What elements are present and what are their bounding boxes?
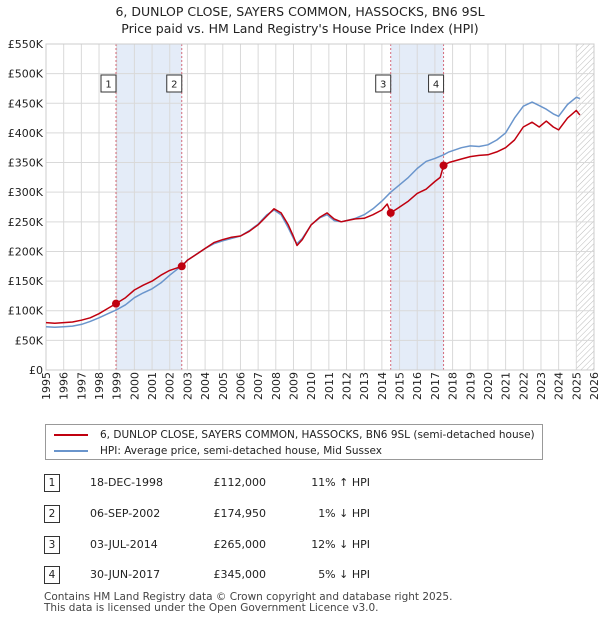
- transaction-date: 06-SEP-2002: [90, 507, 161, 520]
- x-tick-label: 2014: [376, 372, 389, 400]
- transaction-number: 3: [44, 536, 60, 554]
- plot-frame: [45, 43, 595, 371]
- x-tick-label: 2019: [464, 372, 477, 400]
- x-tick-label: 2008: [270, 372, 283, 400]
- y-tick-label: £200K: [8, 245, 44, 258]
- x-tick-label: 2017: [429, 372, 442, 400]
- x-tick-label: 2015: [394, 372, 407, 400]
- x-tick-label: 1999: [111, 372, 124, 400]
- x-tick-label: 2026: [588, 372, 600, 400]
- table-row: 4 30-JUN-2017 £345,000 5% ↓ HPI: [0, 566, 600, 586]
- x-tick-label: 2016: [411, 372, 424, 400]
- sale-label: 3: [380, 80, 386, 91]
- transaction-hpi-diff: 1% ↓ HPI: [318, 507, 370, 520]
- sale-point: [177, 262, 186, 271]
- shaded-range: [116, 44, 182, 370]
- forecast-hatch: [576, 44, 594, 370]
- sale-point: [386, 208, 395, 217]
- x-tick-label: 2000: [128, 372, 141, 400]
- x-tick-label: 2004: [199, 372, 212, 400]
- chart-legend: 6, DUNLOP CLOSE, SAYERS COMMON, HASSOCKS…: [45, 424, 543, 460]
- x-tick-label: 2023: [535, 372, 548, 400]
- transaction-hpi-diff: 12% ↓ HPI: [311, 538, 370, 551]
- price-chart: 1 2 3 4 £0 £50K £100K £150K £200K £250K £300K £350K…: [8, 38, 600, 400]
- y-tick-label: £150K: [8, 275, 44, 288]
- transaction-price: £345,000: [213, 568, 267, 581]
- transaction-hpi-diff: 5% ↓ HPI: [318, 568, 370, 581]
- series-line-property: [45, 109, 581, 324]
- sale-label: 1: [105, 80, 111, 91]
- y-tick-label: £0: [29, 364, 43, 377]
- x-tick-label: 2010: [305, 372, 318, 400]
- legend-label-hpi: HPI: Average price, semi-detached house,…: [100, 445, 382, 457]
- y-tick-label: £450K: [8, 97, 44, 110]
- x-tick-label: 2002: [164, 372, 177, 400]
- x-tick-label: 2021: [500, 372, 513, 400]
- y-tick-label: £350K: [8, 157, 44, 170]
- x-tick-label: 2009: [287, 372, 300, 400]
- y-tick-label: £50K: [15, 334, 44, 347]
- legend-swatch-property: [54, 434, 88, 436]
- transaction-number: 4: [44, 566, 60, 584]
- x-tick-label: 2025: [570, 372, 583, 400]
- x-tick-label: 2013: [358, 372, 371, 400]
- footer-notice: Contains HM Land Registry data © Crown c…: [44, 592, 452, 614]
- transaction-date: 03-JUL-2014: [90, 538, 158, 551]
- table-row: 2 06-SEP-2002 £174,950 1% ↓ HPI: [0, 505, 600, 525]
- x-tick-label: 2012: [341, 372, 354, 400]
- x-tick-label: 2003: [181, 372, 194, 400]
- table-row: 3 03-JUL-2014 £265,000 12% ↓ HPI: [0, 536, 600, 556]
- transaction-hpi-diff: 11% ↑ HPI: [311, 476, 370, 489]
- sale-label-box: [100, 74, 117, 93]
- table-row: 1 18-DEC-1998 £112,000 11% ↑ HPI: [0, 474, 600, 494]
- x-tick-label: 2018: [447, 372, 460, 400]
- sale-label: 4: [433, 80, 439, 91]
- sale-label-box: [166, 74, 183, 93]
- chart-title: 6, DUNLOP CLOSE, SAYERS COMMON, HASSOCKS…: [0, 3, 600, 37]
- y-tick-label: £400K: [8, 127, 44, 140]
- sale-label: 2: [171, 80, 177, 91]
- sale-point: [439, 161, 448, 170]
- x-tick-label: 1998: [93, 372, 106, 400]
- sale-point: [112, 299, 121, 308]
- y-tick-label: £500K: [8, 68, 44, 81]
- x-tick-label: 2001: [146, 372, 159, 400]
- transaction-price: £174,950: [213, 507, 267, 520]
- x-tick-label: 2024: [553, 372, 566, 400]
- y-tick-label: £550K: [8, 38, 44, 51]
- title-line-1: 6, DUNLOP CLOSE, SAYERS COMMON, HASSOCKS…: [115, 4, 485, 19]
- x-tick-label: 2005: [217, 372, 230, 400]
- y-tick-label: £300K: [8, 186, 44, 199]
- x-tick-label: 1996: [58, 372, 71, 400]
- footer-line-2: This data is licensed under the Open Gov…: [44, 602, 379, 614]
- transaction-date: 18-DEC-1998: [90, 476, 164, 489]
- legend-swatch-hpi: [54, 450, 88, 452]
- transaction-date: 30-JUN-2017: [90, 568, 161, 581]
- y-tick-label: £250K: [8, 216, 44, 229]
- x-tick-label: 1995: [40, 372, 53, 400]
- transaction-number: 1: [44, 474, 60, 492]
- x-tick-label: 2011: [323, 372, 336, 400]
- x-tick-label: 1997: [75, 372, 88, 400]
- transaction-number: 2: [44, 505, 60, 523]
- y-tick-label: £100K: [8, 305, 44, 318]
- legend-label-property: 6, DUNLOP CLOSE, SAYERS COMMON, HASSOCKS…: [100, 429, 535, 441]
- title-line-2: Price paid vs. HM Land Registry's House …: [121, 21, 479, 36]
- x-tick-label: 2007: [252, 372, 265, 400]
- x-tick-label: 2022: [517, 372, 530, 400]
- x-tick-label: 2006: [234, 372, 247, 400]
- x-tick-label: 2020: [482, 372, 495, 400]
- transaction-price: £265,000: [213, 538, 267, 551]
- sale-label-box: [428, 74, 445, 93]
- sale-label-box: [375, 74, 392, 93]
- transaction-price: £112,000: [213, 476, 267, 489]
- footer-line-1: Contains HM Land Registry data © Crown c…: [44, 591, 453, 603]
